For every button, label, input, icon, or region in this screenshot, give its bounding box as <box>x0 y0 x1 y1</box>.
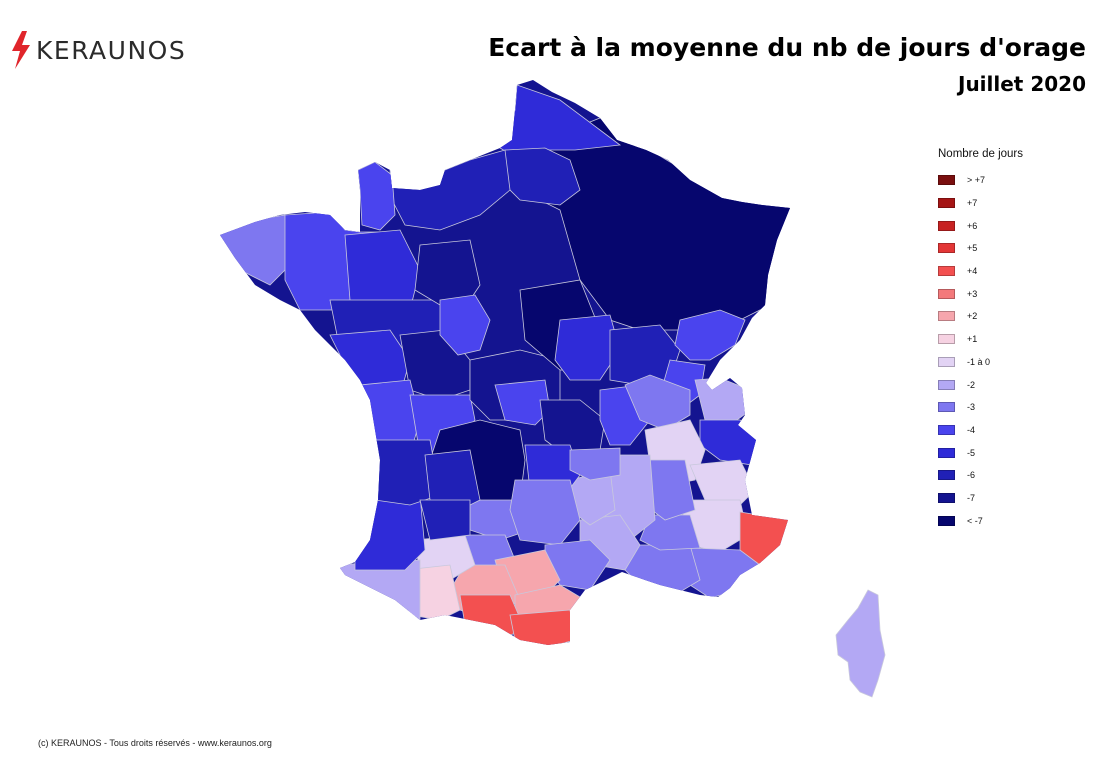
legend-label: -5 <box>967 447 976 458</box>
legend-label: -7 <box>967 492 976 503</box>
legend-label: +3 <box>967 288 978 299</box>
logo-text: KERAUNOS <box>36 35 187 65</box>
map-region <box>419 499 471 541</box>
legend-label: +5 <box>967 243 978 254</box>
legend-swatch <box>938 402 955 413</box>
legend-item: +4 <box>938 260 1023 283</box>
legend-item: +1 <box>938 328 1023 351</box>
legend-label: +6 <box>967 220 978 231</box>
legend-title: Nombre de jours <box>938 148 1024 160</box>
legend-item: +7 <box>938 192 1023 215</box>
map-region <box>439 294 491 356</box>
legend-item: -5 <box>938 441 1023 464</box>
map-region <box>354 494 426 571</box>
corsica-island <box>835 589 886 698</box>
map-region <box>639 514 701 551</box>
legend-swatch <box>938 311 955 322</box>
legend-item: +5 <box>938 237 1023 260</box>
legend-label: -2 <box>967 379 976 390</box>
legend-swatch <box>938 356 955 367</box>
legend-label: +7 <box>967 198 978 209</box>
legend-label: -3 <box>967 402 976 413</box>
copyright-footer: (c) KERAUNOS - Tous droits réservés - ww… <box>38 738 272 748</box>
legend-label: > +7 <box>967 175 986 186</box>
legend-label: +2 <box>967 311 978 322</box>
legend-item: -6 <box>938 464 1023 487</box>
legend-swatch <box>938 175 955 186</box>
keraunos-logo: KERAUNOS <box>10 30 186 70</box>
legend-swatch <box>938 288 955 299</box>
legend-item: -3 <box>938 396 1023 419</box>
map-region <box>674 309 746 361</box>
legend-label: +4 <box>967 266 978 277</box>
map-title: Ecart à la moyenne du nb de jours d'orag… <box>488 33 1086 62</box>
legend-label: -6 <box>967 470 976 481</box>
legend-swatch <box>938 447 955 458</box>
legend-item: -2 <box>938 373 1023 396</box>
legend-swatch <box>938 198 955 209</box>
legend-items: > +7 +7 +6 +5 +4 +3 +2 +1 -1 à 0 -2 -3 -4 -5 -6 -7 < -7 <box>938 169 1023 532</box>
legend-swatch <box>938 243 955 254</box>
map-region <box>624 374 691 431</box>
legend-item: +6 <box>938 214 1023 237</box>
legend-item: +2 <box>938 305 1023 328</box>
legend-label: -4 <box>967 424 976 435</box>
lightning-bolt-icon <box>12 31 30 69</box>
legend-label: -1 à 0 <box>967 356 991 367</box>
legend-swatch <box>938 515 955 526</box>
map-region <box>509 609 576 645</box>
legend-swatch <box>938 379 955 390</box>
legend-item: +3 <box>938 282 1023 305</box>
map-subtitle: Juillet 2020 <box>958 72 1086 96</box>
legend-swatch <box>938 334 955 345</box>
legend-swatch <box>938 220 955 231</box>
map-region <box>689 459 756 506</box>
map-region <box>220 214 291 286</box>
map-region <box>624 544 701 593</box>
legend-item: -1 à 0 <box>938 351 1023 374</box>
legend-label: +1 <box>967 334 978 345</box>
legend-swatch <box>938 492 955 503</box>
legend-swatch <box>938 424 955 435</box>
map-region <box>569 447 621 481</box>
map-legend: Nombre de jours > +7 +7 +6 +5 +4 +3 +2 +1 -1 à 0… <box>938 148 1023 532</box>
legend-swatch <box>938 470 955 481</box>
legend-item: > +7 <box>938 169 1023 192</box>
legend-item: < -7 <box>938 509 1023 532</box>
legend-swatch <box>938 266 955 277</box>
legend-item: -7 <box>938 487 1023 510</box>
map-region <box>554 314 621 381</box>
map-region <box>357 161 396 231</box>
legend-item: -4 <box>938 419 1023 442</box>
legend-label: < -7 <box>967 515 983 526</box>
map-region <box>414 239 481 306</box>
